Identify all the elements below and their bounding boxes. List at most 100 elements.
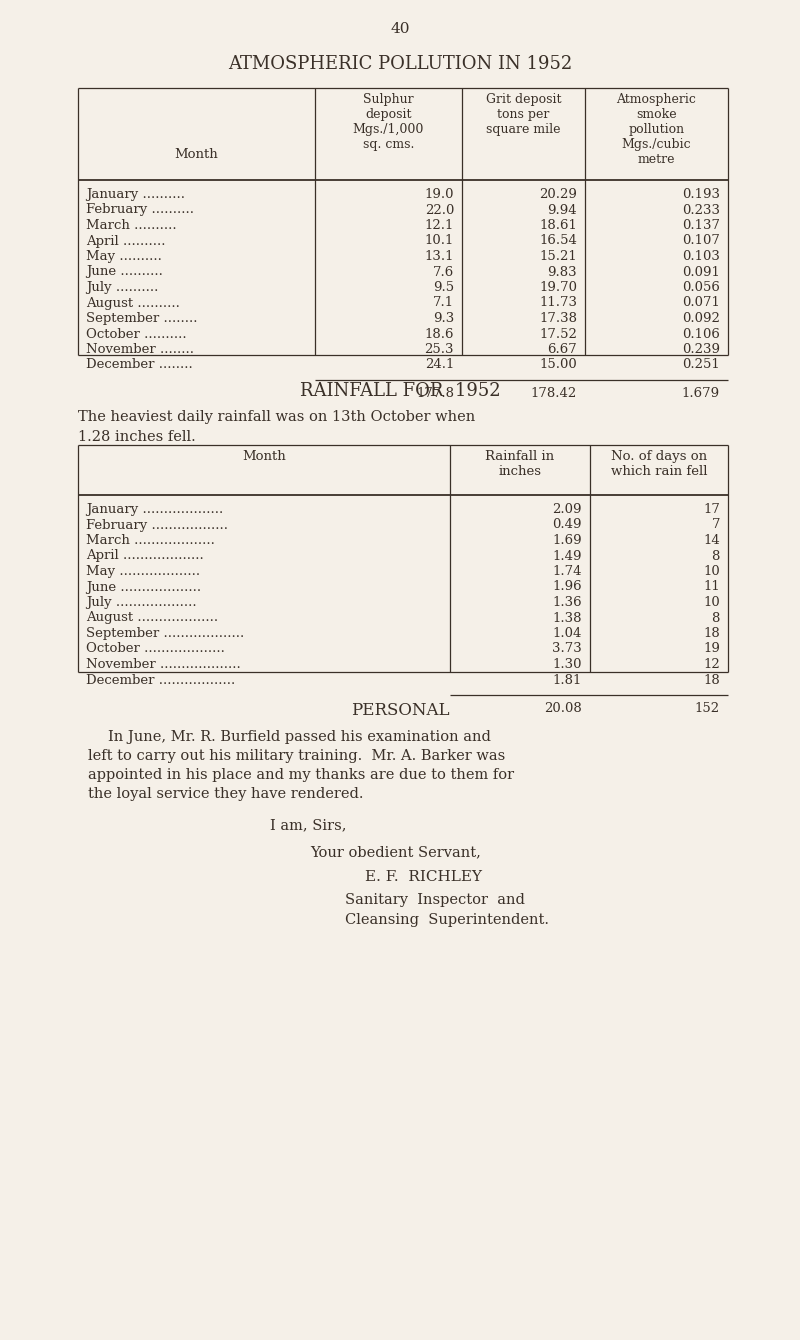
Text: E. F.  RICHLEY: E. F. RICHLEY (365, 870, 482, 884)
Text: 10: 10 (703, 596, 720, 608)
Text: 9.94: 9.94 (547, 204, 577, 217)
Text: 18: 18 (703, 627, 720, 641)
Text: 12: 12 (703, 658, 720, 671)
Text: 10: 10 (703, 565, 720, 578)
Text: 1.36: 1.36 (552, 596, 582, 608)
Text: 2.09: 2.09 (553, 502, 582, 516)
Text: 12.1: 12.1 (425, 218, 454, 232)
Text: July ...................: July ................... (86, 596, 197, 608)
Text: 1.38: 1.38 (553, 611, 582, 624)
Text: 177.8: 177.8 (416, 387, 454, 401)
Text: 40: 40 (390, 21, 410, 36)
Text: 0.106: 0.106 (682, 327, 720, 340)
Text: 9.5: 9.5 (433, 281, 454, 293)
Text: Your obedient Servant,: Your obedient Servant, (310, 846, 481, 859)
Text: No. of days on
which rain fell: No. of days on which rain fell (610, 450, 707, 478)
Text: February ..................: February .................. (86, 519, 228, 532)
Text: 14: 14 (703, 535, 720, 547)
Text: 18: 18 (703, 674, 720, 686)
Text: 0.103: 0.103 (682, 251, 720, 263)
Text: 7.6: 7.6 (433, 265, 454, 279)
Text: February ..........: February .......... (86, 204, 194, 217)
Text: 13.1: 13.1 (425, 251, 454, 263)
Text: left to carry out his military training.  Mr. A. Barker was: left to carry out his military training.… (88, 749, 506, 762)
Text: 11.73: 11.73 (539, 296, 577, 310)
Text: 1.04: 1.04 (553, 627, 582, 641)
Text: January ...................: January ................... (86, 502, 223, 516)
Text: 9.83: 9.83 (547, 265, 577, 279)
Text: 1.49: 1.49 (553, 549, 582, 563)
Text: 1.679: 1.679 (682, 387, 720, 401)
Text: 6.67: 6.67 (547, 343, 577, 356)
Text: Month: Month (242, 450, 286, 464)
Text: April ..........: April .......... (86, 234, 166, 248)
Text: November ........: November ........ (86, 343, 194, 356)
Text: March ..........: March .......... (86, 218, 177, 232)
Text: 0.233: 0.233 (682, 204, 720, 217)
Text: December ..................: December .................. (86, 674, 235, 686)
Text: April ...................: April ................... (86, 549, 204, 563)
Text: 1.96: 1.96 (552, 580, 582, 594)
Text: 19.0: 19.0 (425, 188, 454, 201)
Text: 25.3: 25.3 (425, 343, 454, 356)
Text: 8: 8 (712, 549, 720, 563)
Text: 15.00: 15.00 (539, 359, 577, 371)
Text: 20.29: 20.29 (539, 188, 577, 201)
Text: I am, Sirs,: I am, Sirs, (270, 817, 346, 832)
Text: September ........: September ........ (86, 312, 198, 326)
Text: 1.28 inches fell.: 1.28 inches fell. (78, 430, 196, 444)
Text: October ..........: October .......... (86, 327, 186, 340)
Text: June ...................: June ................... (86, 580, 201, 594)
Text: 24.1: 24.1 (425, 359, 454, 371)
Text: In June, Mr. R. Burfield passed his examination and: In June, Mr. R. Burfield passed his exam… (108, 730, 491, 744)
Text: Rainfall in
inches: Rainfall in inches (486, 450, 554, 478)
Text: 10.1: 10.1 (425, 234, 454, 248)
Text: 7.1: 7.1 (433, 296, 454, 310)
Text: 0.49: 0.49 (553, 519, 582, 532)
Text: 11: 11 (703, 580, 720, 594)
Text: 22.0: 22.0 (425, 204, 454, 217)
Text: 7: 7 (711, 519, 720, 532)
Text: 0.056: 0.056 (682, 281, 720, 293)
Text: 152: 152 (695, 702, 720, 716)
Text: PERSONAL: PERSONAL (350, 702, 450, 720)
Text: 16.54: 16.54 (539, 234, 577, 248)
Text: July ..........: July .......... (86, 281, 158, 293)
Text: ATMOSPHERIC POLLUTION IN 1952: ATMOSPHERIC POLLUTION IN 1952 (228, 55, 572, 72)
Text: appointed in his place and my thanks are due to them for: appointed in his place and my thanks are… (88, 768, 514, 783)
Text: August ..........: August .......... (86, 296, 180, 310)
Text: the loyal service they have rendered.: the loyal service they have rendered. (88, 787, 363, 801)
Text: 1.69: 1.69 (552, 535, 582, 547)
Text: March ...................: March ................... (86, 535, 215, 547)
Text: 20.08: 20.08 (544, 702, 582, 716)
Text: The heaviest daily rainfall was on 13th October when: The heaviest daily rainfall was on 13th … (78, 410, 475, 423)
Text: 15.21: 15.21 (539, 251, 577, 263)
Text: 9.3: 9.3 (433, 312, 454, 326)
Text: 17: 17 (703, 502, 720, 516)
Text: September ...................: September ................... (86, 627, 244, 641)
Text: 18.6: 18.6 (425, 327, 454, 340)
Text: 1.30: 1.30 (553, 658, 582, 671)
Text: October ...................: October ................... (86, 642, 225, 655)
Text: June ..........: June .......... (86, 265, 163, 279)
Text: November ...................: November ................... (86, 658, 241, 671)
Text: 0.091: 0.091 (682, 265, 720, 279)
Text: RAINFALL FOR  1952: RAINFALL FOR 1952 (300, 382, 500, 401)
Text: 0.239: 0.239 (682, 343, 720, 356)
Text: 1.81: 1.81 (553, 674, 582, 686)
Text: January ..........: January .......... (86, 188, 185, 201)
Text: 17.52: 17.52 (539, 327, 577, 340)
Text: May ...................: May ................... (86, 565, 200, 578)
Text: 17.38: 17.38 (539, 312, 577, 326)
Text: Grit deposit
tons per
square mile: Grit deposit tons per square mile (486, 92, 562, 135)
Text: 178.42: 178.42 (530, 387, 577, 401)
Text: 0.137: 0.137 (682, 218, 720, 232)
Text: 0.092: 0.092 (682, 312, 720, 326)
Text: 3.73: 3.73 (552, 642, 582, 655)
Text: 0.193: 0.193 (682, 188, 720, 201)
Text: August ...................: August ................... (86, 611, 218, 624)
Text: Cleansing  Superintendent.: Cleansing Superintendent. (345, 913, 549, 927)
Text: Sulphur
deposit
Mgs./1,000
sq. cms.: Sulphur deposit Mgs./1,000 sq. cms. (353, 92, 424, 151)
Text: December ........: December ........ (86, 359, 193, 371)
Text: 18.61: 18.61 (539, 218, 577, 232)
